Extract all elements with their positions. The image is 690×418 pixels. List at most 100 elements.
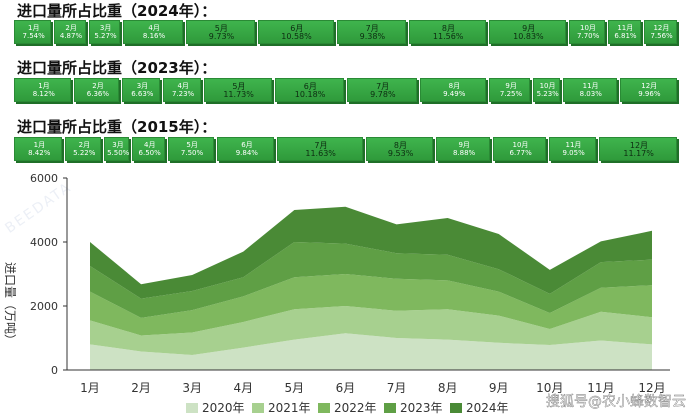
ratio-value: 11.73%	[223, 90, 254, 99]
ratio-value: 9.78%	[370, 90, 396, 99]
y-tick-label: 0	[51, 364, 58, 377]
x-axis: 1月 2月 3月 4月 5月 6月 7月 8月 9月 10月 11月 12月	[67, 369, 670, 395]
ratio-cell: 3月 6.63%	[122, 78, 161, 102]
ratio-month: 12月	[629, 141, 649, 150]
legend-swatch	[252, 403, 264, 413]
ratio-month: 7月	[314, 141, 328, 150]
legend-swatch	[318, 403, 330, 413]
y-tick-label: 6000	[30, 172, 58, 185]
ratio-month: 11月	[565, 141, 582, 149]
ratio-cell: 2月 6.36%	[74, 78, 120, 102]
ratio-month: 10月	[580, 24, 596, 32]
ratio-cell: 10月 5.23%	[533, 78, 560, 102]
ratio-value: 4.87%	[59, 32, 83, 40]
legend-swatch	[450, 403, 462, 413]
ratio-cell: 6月 10.18%	[275, 78, 344, 102]
x-tick-label: 11月	[587, 381, 614, 395]
ratio-value: 7.70%	[577, 32, 600, 40]
ratio-cell: 1月 7.54%	[14, 20, 52, 44]
ratio-cell: 5月 11.73%	[203, 78, 273, 102]
ratio-value: 11.63%	[305, 149, 336, 158]
ratio-value: 10.58%	[281, 32, 312, 41]
ratio-cell: 11月 6.81%	[607, 20, 641, 44]
area-series-2021年	[90, 306, 652, 355]
ratio-value: 10.18%	[294, 90, 326, 99]
area-series-2020年	[90, 333, 652, 370]
ratio-month: 9月	[458, 141, 470, 149]
legend-label: 2022年	[334, 401, 377, 415]
y-tick-label: 4000	[30, 236, 58, 249]
ratio-month: 6月	[290, 24, 304, 33]
ratio-month: 3月	[136, 82, 149, 90]
ratio-value: 9.84%	[235, 149, 258, 157]
ratio-month: 5月	[232, 82, 246, 91]
footer-watermark: 搜狐号@农小蜂数智云	[546, 394, 686, 410]
ratio-cell: 12月 9.96%	[619, 78, 677, 102]
ratio-cell: 4月 6.50%	[132, 137, 165, 161]
ratio-month: 3月	[112, 141, 124, 149]
x-tick-label: 7月	[387, 381, 407, 395]
ratio-month: 1月	[38, 82, 50, 90]
ratio-value: 5.50%	[107, 149, 130, 157]
area-series-2022年	[90, 274, 652, 336]
ratio-cell: 7月 11.63%	[277, 137, 363, 161]
ratio-month: 9月	[505, 82, 517, 90]
area-series-2023年	[90, 242, 652, 318]
ratio-value: 10.83%	[513, 32, 544, 41]
ratio-month: 12月	[653, 24, 670, 32]
panel-title-2015: 进口量所占比重（2015年）：	[17, 118, 217, 136]
ratio-cell: 3月 5.27%	[88, 20, 121, 44]
ratio-month: 10月	[539, 82, 556, 90]
ratio-month: 2月	[92, 82, 104, 90]
ratio-value: 9.96%	[638, 90, 661, 98]
ratio-cell: 8月 9.49%	[419, 78, 487, 102]
legend-label: 2023年	[400, 401, 443, 415]
x-tick-label: 6月	[336, 381, 356, 395]
ratio-month: 8月	[448, 82, 461, 90]
legend: 2020年 2021年 2022年 2023年 2024年	[186, 401, 509, 415]
ratio-value: 7.56%	[650, 32, 673, 40]
ratio-cell: 2月 4.87%	[54, 20, 86, 44]
ratio-cell: 7月 9.38%	[336, 20, 406, 44]
ratio-month: 6月	[303, 82, 317, 91]
ratio-value: 9.49%	[443, 90, 466, 98]
stacked-area-chart: 0 2000 4000 6000 1月 2月 3月 4月 5月 6月 7月 8月 9月 10月 11月 12…	[3, 172, 686, 415]
ratio-month: 11月	[617, 24, 634, 32]
ratio-month: 8月	[441, 24, 455, 33]
ratio-cell: 6月 9.84%	[217, 137, 275, 161]
ratio-cell: 1月 8.42%	[14, 137, 63, 161]
ratio-month: 4月	[177, 82, 189, 90]
ratio-cell: 4月 7.23%	[163, 78, 201, 102]
ratio-cell: 9月 8.88%	[436, 137, 490, 161]
ratio-cell: 11月 9.05%	[549, 137, 596, 161]
ratio-month: 1月	[33, 141, 46, 149]
ratio-cell: 8月 9.53%	[365, 137, 434, 161]
ratio-month: 2月	[65, 24, 77, 32]
area-series-group	[90, 206, 652, 370]
y-axis: 0 2000 4000 6000	[30, 172, 68, 377]
ratio-value: 9.05%	[562, 149, 585, 157]
panel-title-2023: 进口量所占比重（2023年）：	[17, 59, 217, 77]
x-tick-label: 8月	[438, 381, 458, 395]
ratio-month: 7月	[365, 24, 379, 33]
ratio-value: 6.63%	[131, 90, 154, 98]
legend-swatch	[384, 403, 396, 413]
ratio-value: 7.50%	[180, 149, 204, 157]
ratio-value: 5.27%	[94, 32, 117, 40]
y-axis-label: 进口量（万吨）	[3, 262, 17, 346]
ratio-cell: 12月 7.56%	[643, 20, 677, 44]
ratio-value: 6.81%	[614, 32, 637, 40]
ratio-month: 10月	[512, 141, 529, 149]
ratio-value: 11.17%	[623, 149, 654, 158]
ratio-value: 6.77%	[509, 149, 532, 157]
ratio-value: 8.42%	[28, 149, 51, 157]
ratio-value: 9.53%	[387, 149, 414, 158]
x-tick-label: 10月	[536, 381, 563, 395]
ratio-value: 11.56%	[432, 32, 464, 41]
x-tick-label: 3月	[182, 381, 202, 395]
ratio-cell: 2月 5.22%	[65, 137, 102, 161]
ratio-month: 8月	[393, 141, 407, 150]
ratio-value: 8.12%	[32, 90, 55, 98]
ratio-value: 9.38%	[359, 32, 386, 41]
legend-label: 2021年	[268, 401, 311, 415]
